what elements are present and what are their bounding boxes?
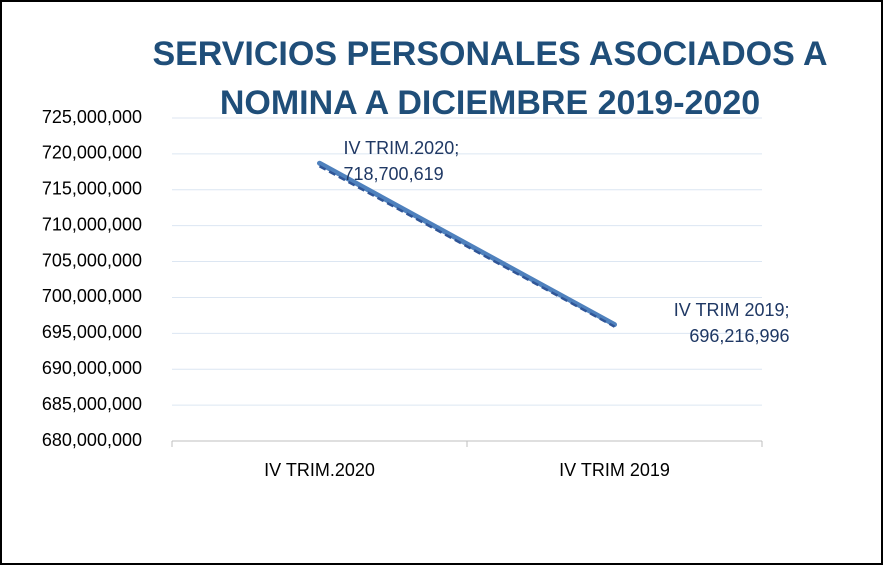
y-tick-label: 695,000,000	[42, 322, 142, 342]
y-tick-label: 680,000,000	[42, 430, 142, 450]
y-tick-label: 715,000,000	[42, 179, 142, 199]
chart-title: NOMINA A DICIEMBRE 2019-2020	[220, 84, 760, 122]
y-tick-label: 710,000,000	[42, 214, 142, 234]
y-tick-label: 705,000,000	[42, 250, 142, 270]
y-tick-label: 725,000,000	[42, 107, 142, 127]
data-label: IV TRIM.2020; 718,700,619	[343, 138, 460, 185]
series-line	[317, 160, 617, 328]
y-tick-label: 720,000,000	[42, 143, 142, 163]
trendline	[318, 165, 616, 328]
x-tick-label: IV TRIM 2019	[559, 460, 670, 480]
data-label: IV TRIM 2019; 696,216,996	[673, 299, 790, 346]
y-tick-label: 685,000,000	[42, 394, 142, 414]
y-tick-label: 700,000,000	[42, 286, 142, 306]
chart-title: SERVICIOS PERSONALES ASOCIADOS A	[152, 35, 827, 73]
y-tick-label: 690,000,000	[42, 358, 142, 378]
x-tick-label: IV TRIM.2020	[264, 460, 375, 480]
